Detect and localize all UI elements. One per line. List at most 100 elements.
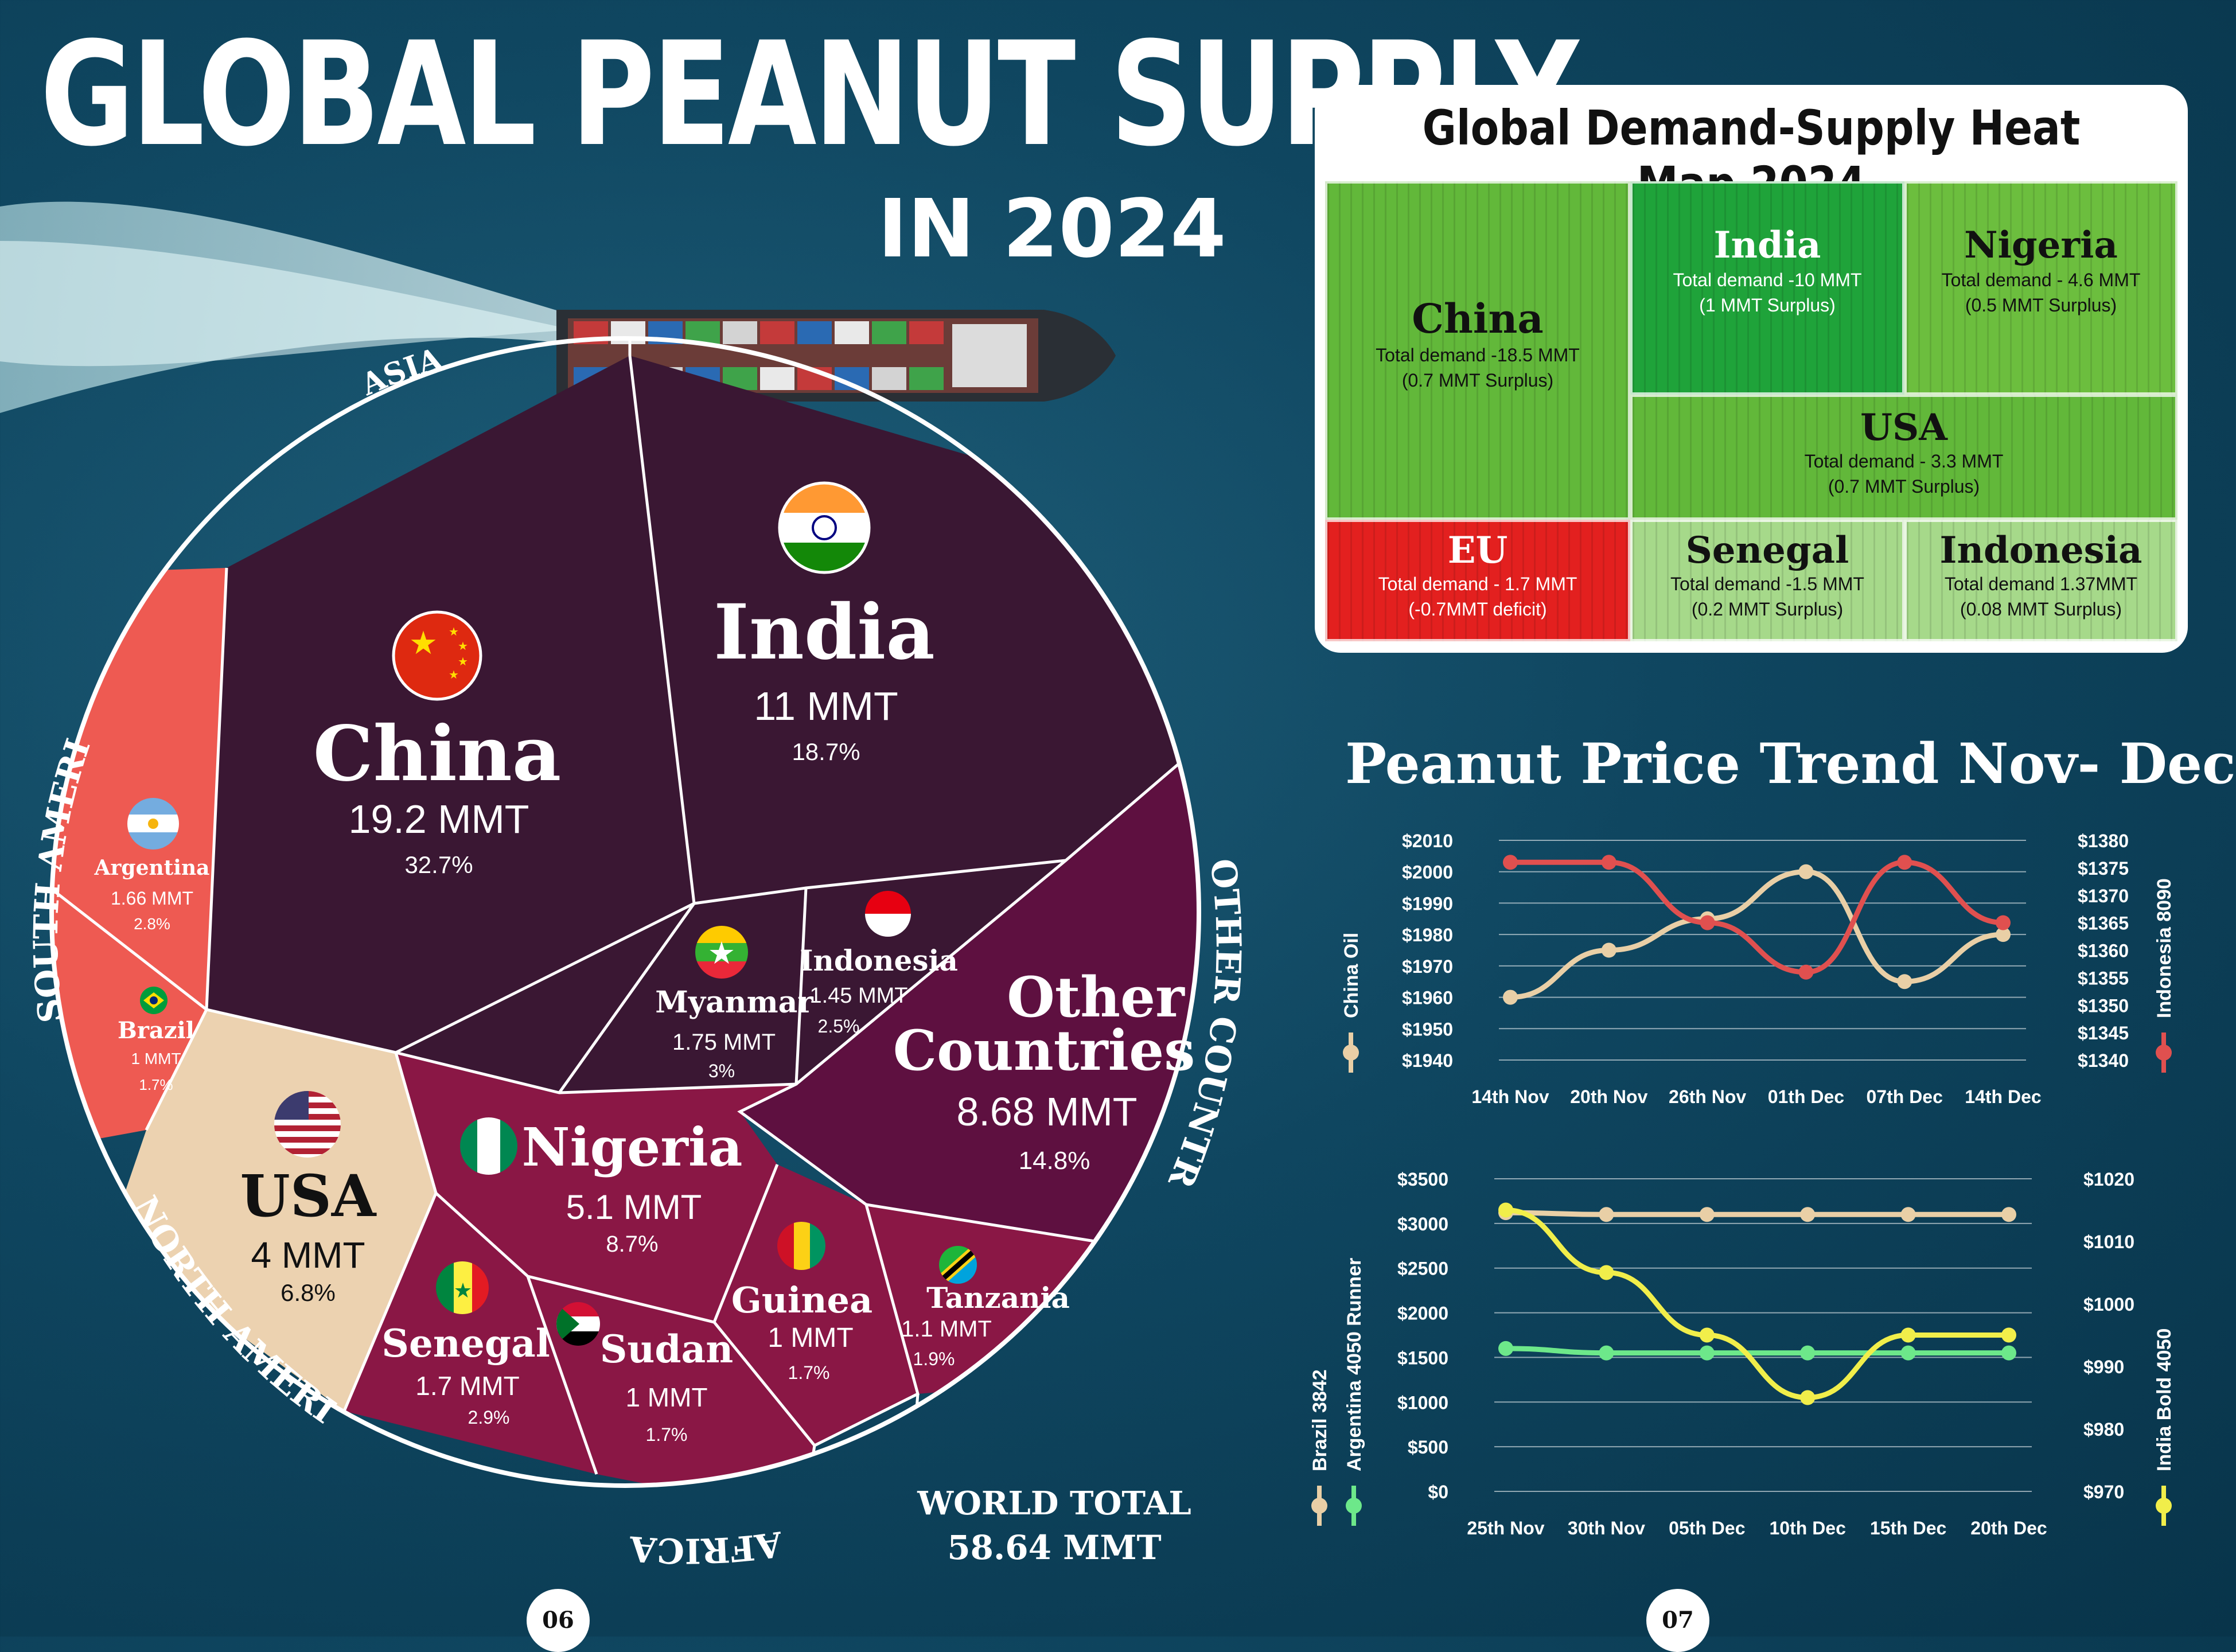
data-point-china-oil xyxy=(1798,864,1814,879)
legend-china-oil: China Oil xyxy=(1341,933,1362,1073)
legend-label: Brazil 3842 xyxy=(1309,1369,1331,1471)
heatmap-cell-senegal: Senegal Total demand -1.5 MMT (0.2 MMT S… xyxy=(1630,520,1904,641)
series-line-india-bold-4050 xyxy=(1505,1207,2009,1401)
legend-brazil-3842: Brazil 3842 xyxy=(1309,1369,1331,1526)
heatmap-demand: Total demand - 1.7 MMT xyxy=(1378,574,1577,594)
heatmap-name: Nigeria xyxy=(1964,224,2118,267)
svg-text:★: ★ xyxy=(409,625,438,661)
pie-pct-tanzania: 1.9% xyxy=(913,1349,955,1369)
right-tick-label: $970 xyxy=(2083,1482,2124,1502)
pie-label-myanmar: Myanmar xyxy=(655,985,813,1020)
x-tick-label: 05th Dec xyxy=(1669,1518,1745,1538)
x-tick-label: 20th Dec xyxy=(1970,1518,2047,1538)
world-total-label: WORLD TOTAL xyxy=(917,1485,1191,1522)
left-tick-label: $2500 xyxy=(1397,1259,1448,1279)
slice-usa xyxy=(109,1010,436,1411)
pie-label-usa: USA xyxy=(240,1162,376,1230)
pie-pct-other-countries: 14.8% xyxy=(1019,1147,1090,1175)
heatmap-cell-china: China Total demand -18.5 MMT (0.7 MMT Su… xyxy=(1325,181,1630,520)
slice-brazil xyxy=(52,889,207,1147)
right-tick-label: $980 xyxy=(2083,1419,2124,1440)
heatmap-name: China xyxy=(1412,295,1544,342)
data-point-china-oil xyxy=(1897,974,1912,989)
left-tick-label: $3500 xyxy=(1397,1169,1448,1190)
left-tick-label: $1950 xyxy=(1402,1019,1453,1039)
pie-value-other-countries: 8.68 MMT xyxy=(956,1089,1137,1134)
heatmap-balance: (0.7 MMT Surplus) xyxy=(1401,370,1554,391)
slice-sudan xyxy=(528,1276,815,1486)
heatmap-demand: Total demand - 4.6 MMT xyxy=(1941,270,2141,290)
price-chart-top: $2010 $2000 $1990 $1980 $1970 $1960 $1950 $1940… xyxy=(1341,831,2175,1107)
data-point-indonesia-8090 xyxy=(1503,855,1518,870)
pie-value-indonesia: 1.45 MMT xyxy=(809,984,907,1008)
data-point-brazil-3842 xyxy=(1599,1207,1614,1222)
pie-value-senegal: 1.7 MMT xyxy=(415,1371,519,1401)
heatmap-cell-eu: EU Total demand - 1.7 MMT (-0.7MMT defic… xyxy=(1325,520,1630,641)
legend-swatch-dot xyxy=(1346,1498,1362,1514)
x-tick-label: 20th Nov xyxy=(1570,1086,1647,1107)
page-subtitle: IN 2024 xyxy=(878,182,1226,276)
heatmap-cell-indonesia: Indonesia Total demand 1.37MMT (0.08 MMT… xyxy=(1904,520,2177,641)
pie-value-guinea: 1 MMT xyxy=(768,1323,853,1353)
heatmap-name: Indonesia xyxy=(1939,529,2142,572)
pie-label-tanzania: Tanzania xyxy=(926,1281,1070,1315)
pie-pct-guinea: 1.7% xyxy=(788,1362,830,1383)
pie-value-argentina: 1.66 MMT xyxy=(111,888,193,909)
heatmap-balance: (0.2 MMT Surplus) xyxy=(1691,599,1844,620)
pie-label-guinea: Guinea xyxy=(731,1279,872,1321)
legend-argentina-4050-runner: Argentina 4050 Runner xyxy=(1343,1258,1365,1526)
pie-value-china: 19.2 MMT xyxy=(348,797,529,841)
pie-value-brazil: 1 MMT xyxy=(131,1050,181,1067)
x-tick-label: 10th Dec xyxy=(1770,1518,1846,1538)
right-tick-label: $1345 xyxy=(2078,1023,2129,1043)
left-tick-label: $2000 xyxy=(1402,862,1453,883)
data-point-china-oil xyxy=(1503,989,1518,1005)
left-tick-label: $1960 xyxy=(1402,988,1453,1008)
heatmap-name: EU xyxy=(1447,529,1508,572)
pie-label-brazil: Brazil xyxy=(118,1017,194,1044)
left-tick-label: $2010 xyxy=(1402,831,1453,851)
guinea-flag-icon xyxy=(777,1222,825,1270)
pie-label-argentina: Argentina xyxy=(94,856,210,880)
data-point-brazil-3842 xyxy=(1900,1207,1916,1222)
data-point-argentina-4050-runner xyxy=(2001,1345,2016,1361)
x-tick-label: 01th Dec xyxy=(1768,1086,1844,1107)
cargo-ship xyxy=(556,310,1116,402)
left-tick-label: $0 xyxy=(1428,1482,1448,1502)
myanmar-flag-icon: ★ xyxy=(695,926,748,979)
data-point-brazil-3842 xyxy=(1699,1207,1715,1222)
data-point-india-bold-4050 xyxy=(1699,1327,1715,1343)
x-tick-label: 14th Nov xyxy=(1471,1086,1549,1107)
heatmap-balance: (0.5 MMT Surplus) xyxy=(1965,295,2117,315)
pie-value-nigeria: 5.1 MMT xyxy=(566,1188,702,1226)
left-tick-label: $1980 xyxy=(1402,925,1453,945)
data-point-argentina-4050-runner xyxy=(1900,1345,1916,1361)
right-tick-label: $1375 xyxy=(2078,858,2129,879)
china-flag-icon: ★ ★★ ★★ xyxy=(392,610,482,701)
heatmap-cell-india: India Total demand -10 MMT (1 MMT Surplu… xyxy=(1630,181,1904,395)
data-point-argentina-4050-runner xyxy=(1699,1345,1715,1361)
left-tick-label: $3000 xyxy=(1397,1214,1448,1234)
right-tick-label: $1360 xyxy=(2078,941,2129,961)
pie-value-usa: 4 MMT xyxy=(251,1234,365,1276)
pie-value-myanmar: 1.75 MMT xyxy=(672,1030,776,1055)
heatmap-demand: Total demand -10 MMT xyxy=(1673,270,1862,290)
price-chart-bottom: $3500 $3000 $2500 $2000 $1500 $1000 $500 $0 $102… xyxy=(1309,1169,2175,1538)
pie-pct-brazil: 1.7% xyxy=(139,1076,173,1093)
legend-label: Argentina 4050 Runner xyxy=(1343,1258,1365,1471)
heatmap-name: Senegal xyxy=(1685,529,1849,572)
x-tick-label: 26th Nov xyxy=(1669,1086,1746,1107)
pie-label-sudan: Sudan xyxy=(600,1327,734,1372)
left-tick-label: $1970 xyxy=(1402,956,1453,977)
left-tick-label: $2000 xyxy=(1397,1303,1448,1324)
svg-text:★: ★ xyxy=(449,669,459,681)
legend-swatch-dot xyxy=(1343,1045,1359,1061)
data-point-brazil-3842 xyxy=(2001,1207,2016,1222)
world-total-value: 58.64 MMT xyxy=(947,1528,1161,1567)
legend-label: Indonesia 8090 xyxy=(2153,878,2175,1018)
heatmap-name: India xyxy=(1713,224,1821,267)
data-point-argentina-4050-runner xyxy=(1498,1341,1513,1356)
heatmap-demand: Total demand -18.5 MMT xyxy=(1376,345,1580,365)
data-point-india-bold-4050 xyxy=(2001,1327,2016,1343)
pie-pct-sudan: 1.7% xyxy=(646,1424,688,1445)
